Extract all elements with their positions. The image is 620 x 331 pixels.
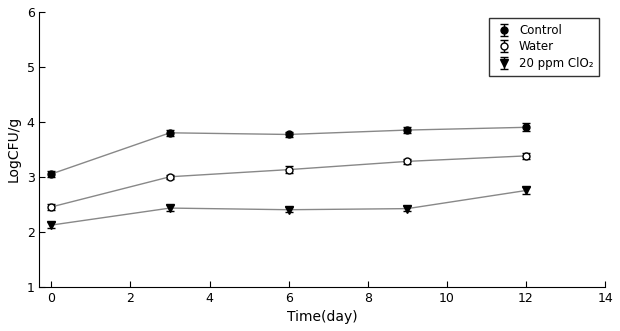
Y-axis label: LogCFU/g: LogCFU/g — [7, 116, 21, 182]
X-axis label: Time(day): Time(day) — [287, 310, 358, 324]
Legend: Control, Water, 20 ppm ClO₂: Control, Water, 20 ppm ClO₂ — [489, 18, 600, 76]
